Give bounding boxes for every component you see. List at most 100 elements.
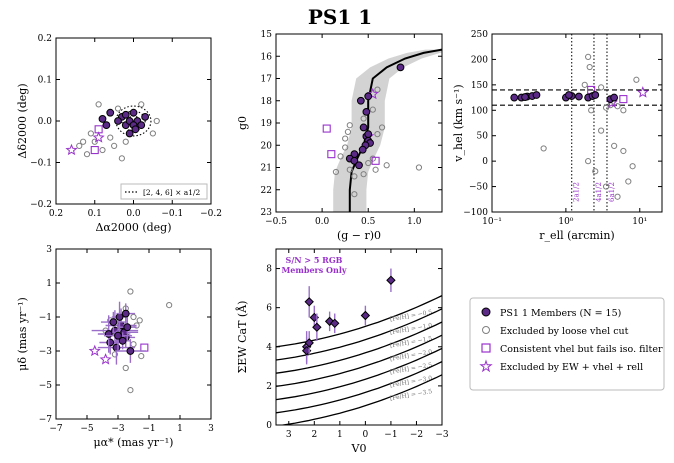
excluded-vhel-point <box>633 76 640 83</box>
x-axis-label: μα* (mas yr⁻¹) <box>94 436 174 449</box>
y-tick-label: −5 <box>39 381 53 391</box>
excluded-vhel-point <box>153 117 160 125</box>
member-point <box>106 338 115 347</box>
excluded-vhel-point <box>585 53 592 60</box>
member-point <box>574 92 583 101</box>
member-point <box>350 156 359 165</box>
y-tick-label: 0.2 <box>38 34 52 44</box>
x-tick-label: 1.0 <box>407 217 422 227</box>
y-tick-label: 22 <box>261 186 272 196</box>
feh-calibration-line <box>276 361 442 414</box>
x-tick-label: −7 <box>49 424 63 434</box>
legend-label-excluded-ew: Excluded by EW + vhel + rell <box>500 362 643 373</box>
excluded-vhel-point <box>588 107 595 114</box>
y-tick-label: 17 <box>261 75 273 85</box>
excluded-vhel-point <box>111 142 118 149</box>
member-point <box>591 91 600 99</box>
feh-calibration-line <box>276 295 442 348</box>
excluded-ew-point <box>366 87 379 100</box>
excluded-vhel-point <box>620 107 627 114</box>
x-tick-label: −2 <box>410 430 423 440</box>
excluded-vhel-point <box>87 130 94 137</box>
x-tick-label: 10⁰ <box>558 217 573 227</box>
excluded-vhel-point <box>346 122 353 129</box>
y-tick-label: −50 <box>469 183 488 193</box>
y-axis-label: v_hel (km s⁻¹) <box>452 84 465 162</box>
excluded-vhel-point <box>611 142 618 149</box>
vhel-plot-area: 2a1/2 4a1/2 6a1/2 <box>492 34 662 212</box>
legend-frame <box>469 297 665 391</box>
member-point <box>565 91 573 99</box>
excluded-vhel-point <box>598 127 605 134</box>
y-axis-label: Δδ2000 (deg) <box>16 83 29 158</box>
x-tick-label: 3 <box>208 424 214 434</box>
excluded-vhel-point <box>360 171 367 178</box>
x-tick-label: −0.1 <box>161 209 183 219</box>
pm-plot-area <box>88 288 173 394</box>
y-tick-label: 19 <box>261 119 273 129</box>
member-point <box>129 108 138 117</box>
excluded-vhel-point <box>127 387 134 394</box>
excluded-vhel-point <box>586 63 593 71</box>
feh-calibration-line <box>276 321 442 374</box>
x-tick-label: −0.5 <box>265 217 287 227</box>
feh-calibration-line <box>276 347 442 401</box>
member-point <box>359 123 368 132</box>
x-tick-label: −0.2 <box>200 209 222 219</box>
member-point <box>521 93 529 101</box>
excluded-vhel-point <box>76 142 83 149</box>
member-point <box>330 318 340 329</box>
excluded-vhel-point <box>111 351 119 358</box>
y-tick-label: 8 <box>266 265 272 275</box>
panel-vhel-r: 2a1/2 4a1/2 6a1/2 10⁻¹ 10⁰ 10¹ 250 200 150 100 50 0… <box>452 30 663 242</box>
x-tick-label: 1 <box>337 430 343 440</box>
legend-marker-iso-filter <box>481 343 491 353</box>
plot-frame <box>275 248 443 426</box>
member-point <box>131 125 140 134</box>
excluded-vhel-point <box>369 106 376 113</box>
spatial-plot-area <box>65 101 160 162</box>
member-point <box>106 108 115 117</box>
y-tick-label: 100 <box>471 106 488 116</box>
member-point <box>118 336 127 345</box>
legend-label-excluded-vhel: Excluded by loose vhel cut <box>500 326 629 337</box>
member-point <box>396 63 405 72</box>
y-tick-label: −0.1 <box>30 159 52 169</box>
excluded-vhel-point <box>344 128 352 135</box>
x-tick-label: −1 <box>142 424 155 434</box>
member-point <box>137 121 146 130</box>
y-axis-label: g0 <box>236 116 249 130</box>
excluded-ew-point <box>92 131 105 143</box>
excluded-vhel-point <box>332 168 340 176</box>
excluded-vhel-point <box>99 146 106 154</box>
panel-cmd: −0.5 0.0 0.5 1.0 15 16 17 18 19 20 21 22 23 (g − r)0 g… <box>236 30 443 242</box>
member-point <box>114 331 122 340</box>
ew-plot-area: [Fe/H] = −0.5[Fe/H] = −1.0[Fe/H] = −1.5[… <box>276 268 442 425</box>
excluded-vhel-point <box>585 158 592 165</box>
iso-filter-point <box>619 95 628 104</box>
radius-line-label: 6a1/2 <box>608 182 616 202</box>
spatial-legend: [2, 4, 6] × a1/2 <box>120 183 208 200</box>
excluded-vhel-point <box>383 162 390 169</box>
feh-calibration-line <box>276 308 442 361</box>
spatial-legend-label: [2, 4, 6] × a1/2 <box>143 188 201 197</box>
excluded-ew-point <box>65 143 78 156</box>
excluded-vhel-point <box>369 155 376 162</box>
excluded-vhel-point <box>122 364 129 372</box>
member-point <box>109 318 118 327</box>
excluded-vhel-point <box>365 159 372 167</box>
excluded-vhel-point <box>114 105 122 112</box>
excluded-ew-point <box>636 86 649 98</box>
x-tick-label: 0.0 <box>315 217 330 227</box>
member-point <box>125 129 134 138</box>
member-point <box>126 347 135 355</box>
y-tick-label: 15 <box>261 30 273 40</box>
annotation-line-2: Members Only <box>281 265 346 275</box>
y-tick-label: 50 <box>477 132 489 142</box>
member-point <box>532 91 541 99</box>
iso-filter-point <box>140 343 149 352</box>
member-point <box>364 92 373 101</box>
member-point <box>355 161 363 170</box>
excluded-vhel-point <box>149 130 156 137</box>
